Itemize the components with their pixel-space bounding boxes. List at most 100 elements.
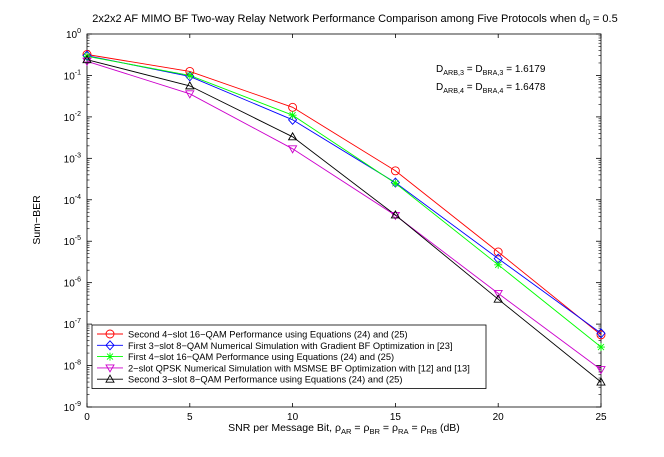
legend-label-5: Second 3−slot 8−QAM Performance using Eq… <box>128 375 402 385</box>
legend-box <box>91 324 487 389</box>
x-axis-label-text: = ρ <box>409 422 427 434</box>
series-line-2 <box>86 55 602 334</box>
y-tick-label-base: 10 <box>64 71 76 82</box>
y-tick-label-exponent: -2 <box>75 111 81 118</box>
x-tick-label: 10 <box>287 412 299 423</box>
data-point-series-4 <box>82 57 92 67</box>
annotation-1-text: D <box>436 64 443 75</box>
y-tick-label-base: 10 <box>64 320 76 331</box>
data-point-series-4 <box>596 366 606 375</box>
data-point-series-3 <box>185 71 194 80</box>
data-point-series-4 <box>185 90 195 99</box>
y-tick-label: 10-1 <box>64 69 81 82</box>
data-point-series-4 <box>390 211 401 221</box>
annotation-1-text: = D <box>464 64 483 75</box>
legend-label-3: First 4−slot 16−QAM Performance using Eq… <box>128 352 394 362</box>
data-point-series-1 <box>596 330 606 340</box>
chart-title-tail: = 0.5 <box>590 13 618 25</box>
y-tick-label: 10-4 <box>64 194 81 207</box>
data-point-series-3 <box>288 111 297 120</box>
chart-title-main: 2x2x2 AF MIMO BF Two-way Relay Network P… <box>92 13 585 25</box>
data-point-series-5 <box>287 131 298 141</box>
x-axis-label-subscript: BR <box>369 427 380 436</box>
series-line-5 <box>86 59 602 383</box>
y-tick-label-exponent: -3 <box>75 152 81 159</box>
data-point-series-3 <box>391 179 400 188</box>
y-tick-label-base: 10 <box>64 279 76 290</box>
x-tick-label: 25 <box>595 412 607 423</box>
data-point-series-4 <box>287 145 298 154</box>
data-point-series-2 <box>596 328 606 339</box>
x-tick-label: 15 <box>390 412 402 423</box>
y-tick-label-base: 10 <box>64 237 76 248</box>
annotation-1-subscript: BRA,3 <box>483 68 504 77</box>
data-point-series-4 <box>493 289 503 299</box>
y-tick-label-exponent: -7 <box>75 318 81 325</box>
annotation-1-text: = 1.6179 <box>503 64 545 75</box>
x-axis-label-subscript: AR <box>341 427 352 436</box>
y-axis-label: Sum−BER <box>31 195 43 245</box>
star-marker-strokes <box>597 343 605 352</box>
x-axis-label-subscript: RA <box>398 427 409 436</box>
annotation-1-subscript: ARB,3 <box>443 68 464 77</box>
y-tick-label-base: 10 <box>64 154 76 165</box>
annotation-2: DARB,4 = DBRA,4 = 1.6478 <box>436 82 546 95</box>
data-point-series-5 <box>82 54 92 64</box>
annotation-2-text: = D <box>464 82 483 93</box>
y-tick-label-exponent: -1 <box>75 69 81 76</box>
y-tick-label-exponent: -9 <box>75 401 81 408</box>
x-axis-label-text: = ρ <box>352 422 370 434</box>
data-point-series-5 <box>493 294 503 303</box>
y-tick-label: 10-3 <box>64 152 81 165</box>
legend-label-1: Second 4−slot 16−QAM Performance using E… <box>128 330 408 340</box>
x-axis-label-text: (dB) <box>437 422 460 434</box>
y-tick-label: 10-9 <box>64 401 81 414</box>
y-tick-label-exponent: -4 <box>75 194 81 201</box>
annotation-2-subscript: BRA,4 <box>483 86 504 95</box>
annotation-2-subscript: ARB,4 <box>443 86 464 95</box>
y-tick-label-exponent: -6 <box>75 277 81 284</box>
data-point-series-5 <box>390 210 401 219</box>
data-point-series-3 <box>494 260 503 269</box>
y-tick-label-exponent: 0 <box>77 28 81 35</box>
legend-label-4: 2−slot QPSK Numerical Simulation with MS… <box>128 363 470 373</box>
x-axis-label-text: = ρ <box>380 422 398 434</box>
x-axis-label-subscript: RB <box>426 427 437 436</box>
y-tick-label: 10-7 <box>64 318 81 331</box>
y-tick-label-exponent: -8 <box>75 360 81 367</box>
y-tick-label: 10-2 <box>64 111 81 124</box>
y-tick-label: 100 <box>66 28 81 41</box>
series-line-1 <box>86 54 602 336</box>
annotation-2-text: D <box>436 82 443 93</box>
y-tick-label-base: 10 <box>64 362 76 373</box>
legend: Second 4−slot 16−QAM Performance using E… <box>91 324 487 389</box>
data-point-series-5 <box>185 80 195 90</box>
y-tick-label: 10-5 <box>64 235 81 248</box>
x-axis-label: SNR per Message Bit, ρAR = ρBR = ρRA = ρ… <box>228 422 460 436</box>
data-point-series-1 <box>390 166 400 176</box>
series-line-3 <box>86 55 602 348</box>
data-point-series-3 <box>597 343 605 352</box>
star-marker-strokes <box>288 111 297 120</box>
data-point-series-1 <box>493 247 503 257</box>
star-marker-strokes <box>494 260 503 269</box>
series-markers <box>82 50 606 386</box>
star-marker-strokes <box>106 352 114 361</box>
y-tick-label-base: 10 <box>64 196 76 207</box>
data-point-series-5 <box>596 377 606 386</box>
x-tick-label: 0 <box>84 412 90 423</box>
axes: 0 5 10 15 20 2510010-110-210-310-410-510-610-… <box>64 28 607 423</box>
annotation-2-text: = 1.6478 <box>503 82 545 93</box>
y-tick-label-base: 10 <box>64 113 76 124</box>
series-lines <box>86 54 602 383</box>
legend-marker-2 <box>105 340 115 351</box>
chart-title-subscript: 0 <box>585 18 590 27</box>
legend-marker-4 <box>105 364 115 373</box>
y-tick-label-base: 10 <box>64 403 76 414</box>
y-tick-label-exponent: -5 <box>75 235 81 242</box>
legend-marker-1 <box>105 329 115 339</box>
annotation-1: DARB,3 = DBRA,3 = 1.6179 <box>436 64 546 77</box>
annotations: DARB,3 = DBRA,3 = 1.6179 DARB,4 = DBRA,4 … <box>436 64 546 95</box>
chart-title: 2x2x2 AF MIMO BF Two-way Relay Network P… <box>92 13 617 27</box>
